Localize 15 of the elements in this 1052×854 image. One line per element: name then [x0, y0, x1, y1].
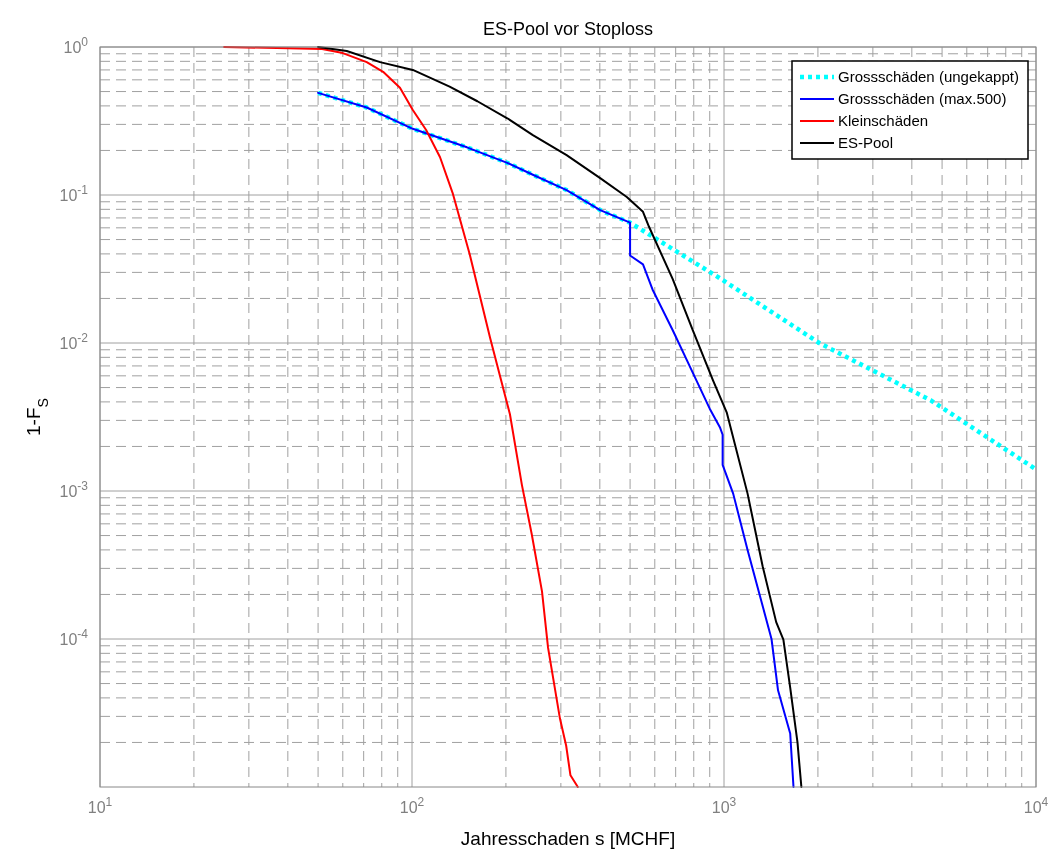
legend-label: Kleinschäden	[838, 112, 929, 129]
legend-label: Grossschäden (max.500)	[838, 90, 1007, 107]
y-tick-label: 10$^{-4}$	[59, 627, 89, 648]
chart-title: ES-Pool vor Stoploss	[482, 19, 654, 39]
y-tick-label: 10$^{-3}$	[59, 479, 89, 500]
y-tick-label: 10$^{-1}$	[59, 183, 89, 204]
x-tick-label: 10$^{4}$	[1023, 795, 1049, 816]
x-tick-label: 10$^{1}$	[87, 795, 113, 816]
legend-label: Grossschäden (ungekappt)	[838, 68, 1019, 85]
y-tick-label: 10$^{-2}$	[59, 331, 89, 352]
x-axis-title: Jahresschaden s [MCHF]	[460, 828, 676, 849]
legend-label: ES-Pool	[838, 134, 894, 151]
x-tick-label: 10$^{3}$	[711, 795, 737, 816]
y-tick-label: 10$^{0}$	[63, 35, 89, 56]
x-tick-label: 10$^{2}$	[399, 795, 425, 816]
